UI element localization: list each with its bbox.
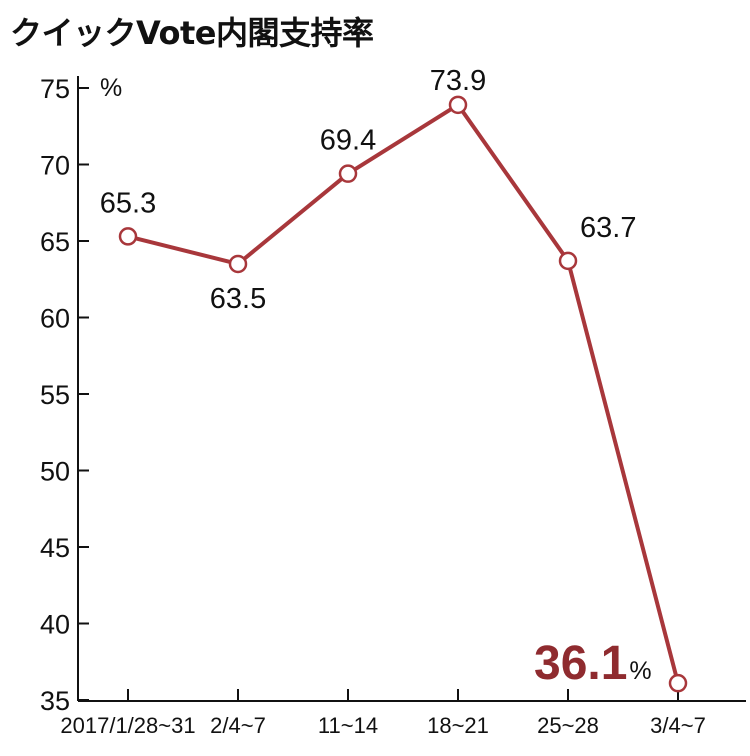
x-tick-label: 2/4~7 <box>210 713 266 738</box>
data-point <box>448 95 468 115</box>
y-tick-label: 60 <box>40 304 70 334</box>
y-tick-label: 70 <box>40 151 70 181</box>
data-label: 65.3 <box>100 187 156 219</box>
x-tick-label: 11~14 <box>318 713 378 738</box>
y-tick-label: 50 <box>40 457 70 487</box>
data-label: 73.9 <box>430 65 486 97</box>
data-label: 69.4 <box>320 125 376 157</box>
data-label-highlight: 36.1 <box>534 637 627 690</box>
series-line <box>127 102 680 684</box>
data-label: 63.7 <box>580 212 636 244</box>
data-point <box>558 251 578 271</box>
data-point <box>228 254 248 274</box>
x-tick-label: 18~21 <box>427 713 489 738</box>
y-tick-label: 75 <box>40 74 70 104</box>
y-tick-label: 35 <box>40 686 70 716</box>
chart-title: クイックVote内閣支持率 <box>10 14 374 52</box>
x-tick-label: 25~28 <box>537 713 599 738</box>
y-tick-label: 55 <box>40 380 70 410</box>
data-point <box>118 227 138 246</box>
y-unit-label: % <box>100 74 122 102</box>
x-tick-label: 3/4~7 <box>650 713 706 738</box>
y-tick-label: 45 <box>40 533 70 563</box>
data-point <box>668 673 688 693</box>
data-point <box>338 164 358 183</box>
y-tick-label: 65 <box>40 227 70 257</box>
x-tick-label: 2017/1/28~31 <box>60 713 195 738</box>
data-label: 63.5 <box>210 283 266 315</box>
data-label-unit: % <box>629 657 651 685</box>
y-tick-label: 40 <box>40 610 70 640</box>
